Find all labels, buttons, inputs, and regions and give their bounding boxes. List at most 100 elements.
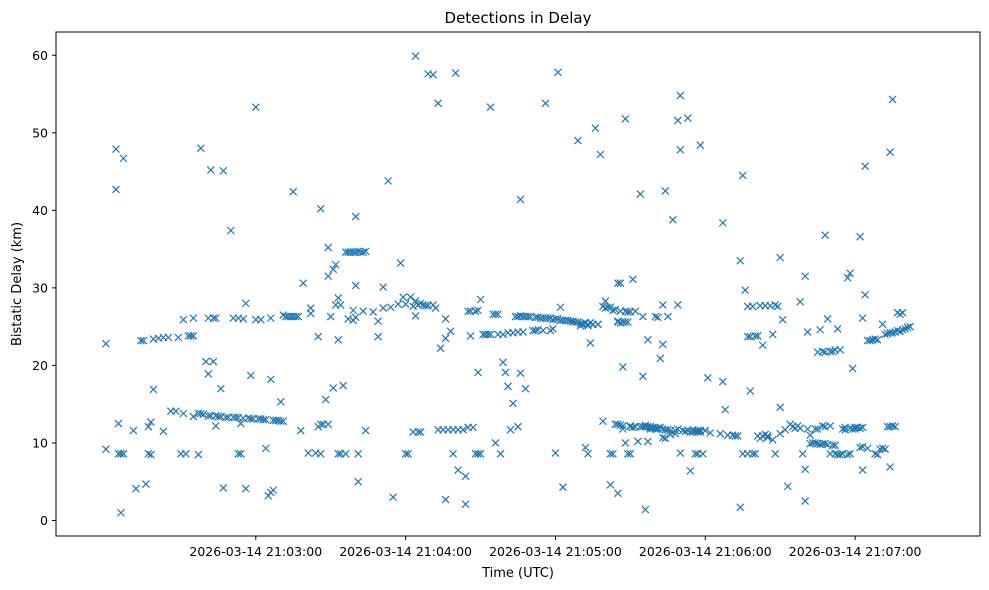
data-point — [231, 413, 240, 422]
data-point — [898, 308, 907, 317]
data-point — [546, 326, 555, 335]
data-point — [748, 449, 757, 458]
data-point — [334, 335, 343, 344]
data-point — [716, 429, 725, 438]
data-point — [821, 231, 830, 240]
data-point — [451, 69, 460, 78]
data-point — [841, 425, 850, 434]
data-point — [476, 449, 485, 458]
data-point — [896, 310, 905, 319]
data-point — [384, 176, 393, 185]
data-point — [189, 332, 198, 340]
data-point — [768, 330, 777, 339]
data-point — [751, 332, 760, 340]
data-point — [768, 435, 777, 444]
data-point — [196, 409, 205, 418]
data-point — [524, 312, 532, 321]
data-point — [174, 333, 183, 342]
data-point — [771, 301, 780, 309]
data-point — [878, 320, 887, 329]
data-point — [221, 413, 230, 422]
data-point — [339, 381, 348, 390]
data-point — [359, 307, 368, 316]
data-point — [261, 444, 270, 453]
data-point — [411, 311, 420, 320]
data-point — [276, 417, 285, 426]
data-point — [843, 450, 852, 459]
data-point — [294, 312, 303, 321]
data-point — [531, 326, 540, 335]
data-point — [246, 414, 255, 423]
data-point — [581, 443, 590, 452]
data-point — [144, 422, 153, 431]
data-point — [329, 383, 338, 392]
data-point — [638, 312, 647, 321]
data-point — [204, 411, 213, 420]
data-point — [409, 302, 418, 311]
data-point — [211, 314, 220, 323]
data-point — [858, 466, 867, 475]
data-point — [159, 427, 168, 436]
data-point — [748, 302, 757, 311]
data-point — [289, 187, 298, 196]
data-point — [464, 307, 472, 316]
data-point — [733, 432, 742, 440]
y-axis-label: Bistatic Delay (km) — [10, 222, 25, 346]
data-point — [204, 370, 213, 378]
data-point — [474, 368, 482, 377]
data-point — [509, 399, 517, 408]
x-tick-label: 2026-03-14 21:05:00 — [489, 544, 622, 559]
data-point — [643, 437, 652, 446]
data-point — [846, 449, 855, 458]
data-point — [306, 309, 315, 318]
data-point — [386, 303, 395, 312]
data-point — [806, 431, 815, 440]
data-point — [731, 432, 740, 440]
data-point — [773, 302, 782, 311]
data-point — [471, 307, 480, 316]
data-point — [189, 314, 198, 323]
data-point — [656, 354, 665, 363]
data-point — [261, 415, 270, 424]
data-point — [746, 387, 755, 395]
data-point — [216, 384, 225, 393]
data-point — [891, 422, 900, 431]
data-point — [661, 187, 670, 195]
data-point — [354, 449, 363, 458]
data-point — [826, 347, 835, 356]
data-point — [314, 332, 323, 341]
data-point — [621, 439, 630, 447]
data-point — [316, 420, 325, 429]
data-point — [266, 375, 275, 384]
data-point — [321, 395, 330, 404]
data-point — [404, 449, 413, 458]
y-tick-label: 40 — [32, 203, 48, 218]
data-point — [816, 325, 825, 334]
data-point — [778, 315, 787, 324]
data-point — [803, 328, 812, 336]
data-point — [676, 91, 685, 100]
data-point — [623, 307, 632, 316]
x-tick-label: 2026-03-14 21:04:00 — [339, 544, 472, 559]
data-point — [379, 283, 388, 292]
data-point — [826, 421, 835, 430]
y-axis: 0 10 20 30 40 50 60 — [32, 48, 56, 528]
data-point — [738, 171, 747, 180]
data-point — [753, 332, 762, 340]
data-point — [251, 103, 260, 112]
data-point — [903, 323, 912, 332]
data-point — [361, 247, 370, 256]
data-point — [219, 166, 228, 175]
data-point — [396, 259, 405, 267]
data-point — [141, 480, 150, 488]
data-point — [623, 318, 632, 326]
data-point — [474, 306, 482, 315]
data-point — [828, 441, 837, 450]
data-point — [411, 297, 420, 305]
data-point — [501, 368, 510, 377]
data-point — [696, 141, 705, 150]
data-point — [878, 444, 887, 453]
data-point — [888, 95, 897, 104]
data-point — [459, 425, 467, 434]
data-point — [351, 313, 360, 322]
